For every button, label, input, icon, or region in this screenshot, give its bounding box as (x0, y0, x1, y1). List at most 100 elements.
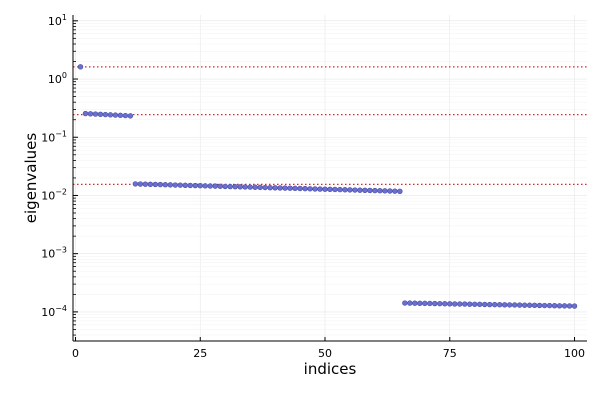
data-point (142, 181, 149, 187)
data-point (496, 302, 503, 308)
data-point (392, 188, 398, 194)
data-point (561, 303, 568, 309)
y-tick-label: 10−1 (41, 129, 67, 144)
data-point (127, 113, 134, 119)
data-point (257, 184, 263, 191)
data-point (302, 185, 308, 192)
data-point (531, 302, 538, 309)
data-point (332, 186, 338, 193)
data-point (297, 185, 303, 192)
data-point (132, 181, 139, 187)
data-point (217, 183, 223, 189)
data-point (117, 112, 124, 119)
data-point (327, 186, 333, 193)
data-point (222, 183, 228, 190)
data-point (541, 302, 548, 309)
data-point (182, 182, 188, 188)
data-point (167, 182, 174, 188)
data-point (242, 184, 248, 190)
data-point (232, 183, 238, 190)
data-point (212, 183, 218, 189)
data-point (506, 302, 513, 308)
data-point (147, 181, 154, 188)
data-point (367, 187, 373, 194)
data-point (92, 111, 99, 117)
data-point (442, 301, 448, 307)
data-point (342, 187, 348, 193)
data-point (491, 301, 498, 308)
x-tick-label: 50 (318, 347, 332, 360)
data-point (412, 300, 418, 306)
data-point (252, 184, 258, 190)
data-point (102, 111, 109, 118)
data-point (397, 188, 403, 194)
data-point (422, 300, 428, 307)
data-point (477, 301, 483, 308)
data-point (472, 301, 478, 307)
data-point (197, 183, 203, 189)
x-tick-label: 75 (443, 347, 457, 360)
data-point (447, 301, 453, 307)
y-tick-label: 10−2 (41, 187, 67, 202)
data-point (87, 111, 94, 117)
y-tick-label: 100 (48, 71, 67, 86)
x-tick-labels: 0 25 50 75 100 (72, 347, 585, 360)
axes (72, 15, 587, 342)
data-point (202, 183, 208, 189)
data-point (97, 111, 104, 118)
x-tick-label: 0 (72, 347, 79, 360)
data-point (207, 183, 213, 189)
data-point (307, 186, 313, 192)
x-axis-title: indices (304, 360, 357, 378)
data-point (107, 112, 114, 118)
data-point (481, 301, 488, 308)
data-point (407, 300, 413, 306)
data-point (486, 301, 493, 308)
data-point (546, 302, 553, 309)
data-point (282, 185, 288, 191)
data-point (377, 188, 383, 194)
data-point (137, 181, 144, 187)
x-tick-label: 25 (193, 347, 207, 360)
y-tick-label: 10−4 (41, 304, 67, 319)
data-point (172, 182, 179, 188)
data-point (452, 301, 458, 307)
data-point (292, 185, 298, 192)
data-point (432, 300, 438, 307)
data-point (571, 303, 578, 309)
data-point (157, 181, 164, 188)
data-point (267, 184, 273, 191)
data-point (427, 300, 433, 307)
data-point (526, 302, 533, 308)
data-point (457, 301, 463, 307)
x-tick-label: 100 (564, 347, 585, 360)
data-point (556, 303, 563, 309)
data-point (247, 184, 253, 190)
data-point (122, 112, 129, 119)
data-point (551, 302, 558, 309)
data-point (372, 187, 378, 194)
data-point (417, 300, 423, 306)
data-point (536, 302, 543, 309)
data-point (387, 188, 393, 194)
data-point (192, 182, 198, 189)
data-point (152, 181, 159, 188)
data-point (77, 64, 84, 70)
grid-lines (73, 15, 587, 341)
data-point (277, 185, 283, 191)
data-points (77, 64, 578, 309)
data-point (347, 187, 353, 193)
data-point (352, 187, 358, 193)
y-tick-label: 101 (48, 13, 67, 28)
data-point (521, 302, 528, 308)
y-axis-title: eigenvalues (22, 133, 40, 224)
data-point (566, 303, 573, 309)
data-point (262, 184, 268, 191)
data-point (227, 183, 233, 190)
data-point (511, 302, 518, 308)
data-point (516, 302, 523, 308)
data-point (237, 184, 243, 190)
y-tick-labels: 10−4 10−3 10−2 10−1 100 101 (41, 13, 67, 319)
data-point (112, 112, 119, 118)
data-point (402, 300, 408, 306)
